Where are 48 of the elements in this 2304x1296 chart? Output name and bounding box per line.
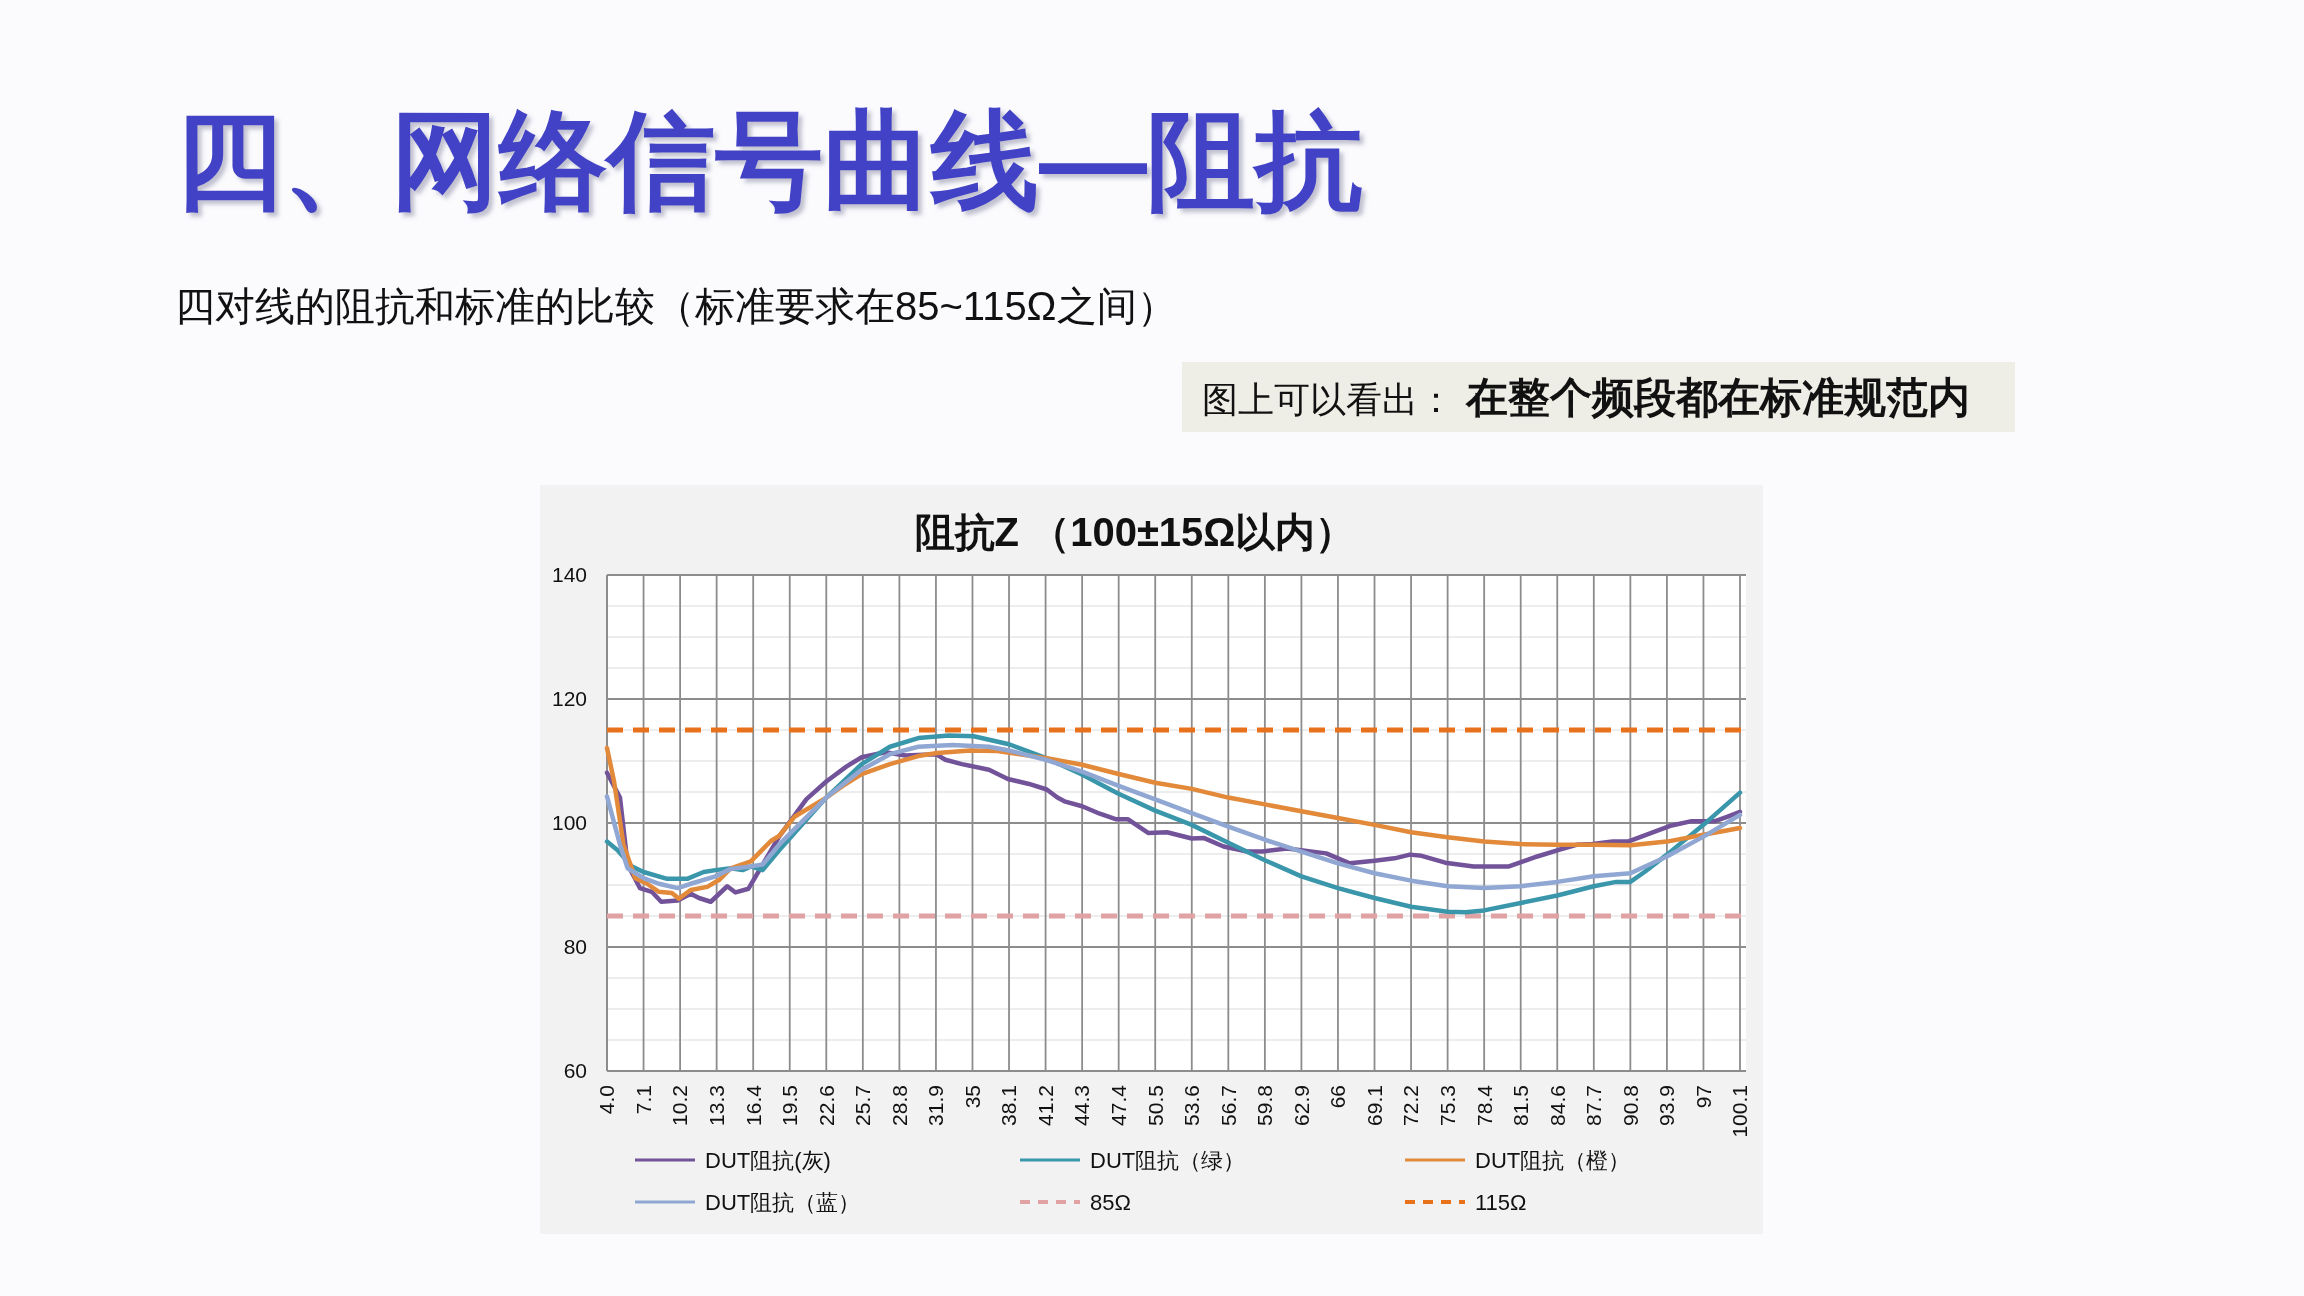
y-tick-label: 140 bbox=[551, 563, 587, 587]
x-tick-label: 62.9 bbox=[1289, 1085, 1313, 1126]
x-tick-label: 59.8 bbox=[1253, 1085, 1277, 1126]
x-tick-label: 28.8 bbox=[887, 1085, 911, 1126]
x-tick-label: 10.2 bbox=[668, 1085, 692, 1126]
x-tick-label: 93.9 bbox=[1655, 1085, 1679, 1126]
x-tick-label: 35 bbox=[960, 1085, 984, 1109]
x-tick-label: 38.1 bbox=[997, 1085, 1021, 1126]
x-tick-label: 56.7 bbox=[1216, 1085, 1240, 1126]
x-tick-label: 22.6 bbox=[814, 1085, 838, 1126]
text: 图上可以看出： bbox=[1202, 379, 1454, 420]
legend-label: 85Ω bbox=[1090, 1189, 1131, 1215]
text: 四、网络信号曲线—阻抗 bbox=[175, 100, 1363, 221]
x-tick-label: 7.1 bbox=[631, 1085, 655, 1115]
legend-label: DUT阻抗(灰) bbox=[705, 1147, 831, 1173]
y-tick-label: 100 bbox=[551, 811, 587, 835]
x-tick-label: 69.1 bbox=[1362, 1085, 1386, 1126]
text: 在整个频段都在标准规范内 bbox=[1465, 374, 1970, 421]
x-tick-label: 44.3 bbox=[1070, 1085, 1094, 1126]
legend-label: DUT阻抗（绿） bbox=[1090, 1147, 1246, 1173]
x-tick-label: 47.4 bbox=[1107, 1084, 1131, 1126]
y-tick-label: 80 bbox=[563, 935, 587, 959]
x-tick-label: 19.5 bbox=[778, 1085, 802, 1126]
legend-label: 115Ω bbox=[1475, 1189, 1527, 1215]
text: 四对线的阻抗和标准的比较（标准要求在85~115Ω之间） bbox=[175, 284, 1177, 328]
x-tick-label: 81.5 bbox=[1509, 1085, 1533, 1126]
x-tick-label: 53.6 bbox=[1180, 1085, 1204, 1126]
legend-label: DUT阻抗（蓝） bbox=[705, 1189, 861, 1215]
x-tick-label: 87.7 bbox=[1582, 1085, 1606, 1126]
x-tick-label: 16.4 bbox=[741, 1084, 765, 1126]
x-tick-label: 31.9 bbox=[924, 1085, 948, 1126]
x-tick-label: 84.6 bbox=[1545, 1085, 1569, 1126]
x-tick-label: 66 bbox=[1326, 1085, 1350, 1109]
y-tick-label: 120 bbox=[551, 687, 587, 711]
x-tick-label: 25.7 bbox=[851, 1085, 875, 1126]
x-tick-label: 90.8 bbox=[1618, 1085, 1642, 1126]
x-tick-label: 78.4 bbox=[1472, 1084, 1496, 1126]
x-tick-label: 41.2 bbox=[1033, 1085, 1057, 1126]
x-tick-label: 13.3 bbox=[705, 1085, 728, 1126]
legend-label: DUT阻抗（橙） bbox=[1475, 1147, 1631, 1173]
y-tick-label: 60 bbox=[563, 1059, 587, 1083]
x-tick-label: 75.3 bbox=[1435, 1085, 1459, 1126]
x-tick-label: 4.0 bbox=[595, 1085, 619, 1115]
x-tick-label: 72.2 bbox=[1399, 1085, 1423, 1126]
chart-title: 阻抗Z （100±15Ω以内） bbox=[914, 510, 1356, 554]
x-tick-label: 100.1 bbox=[1728, 1085, 1752, 1138]
x-tick-label: 50.5 bbox=[1143, 1085, 1167, 1126]
x-tick-label: 97 bbox=[1691, 1085, 1715, 1109]
